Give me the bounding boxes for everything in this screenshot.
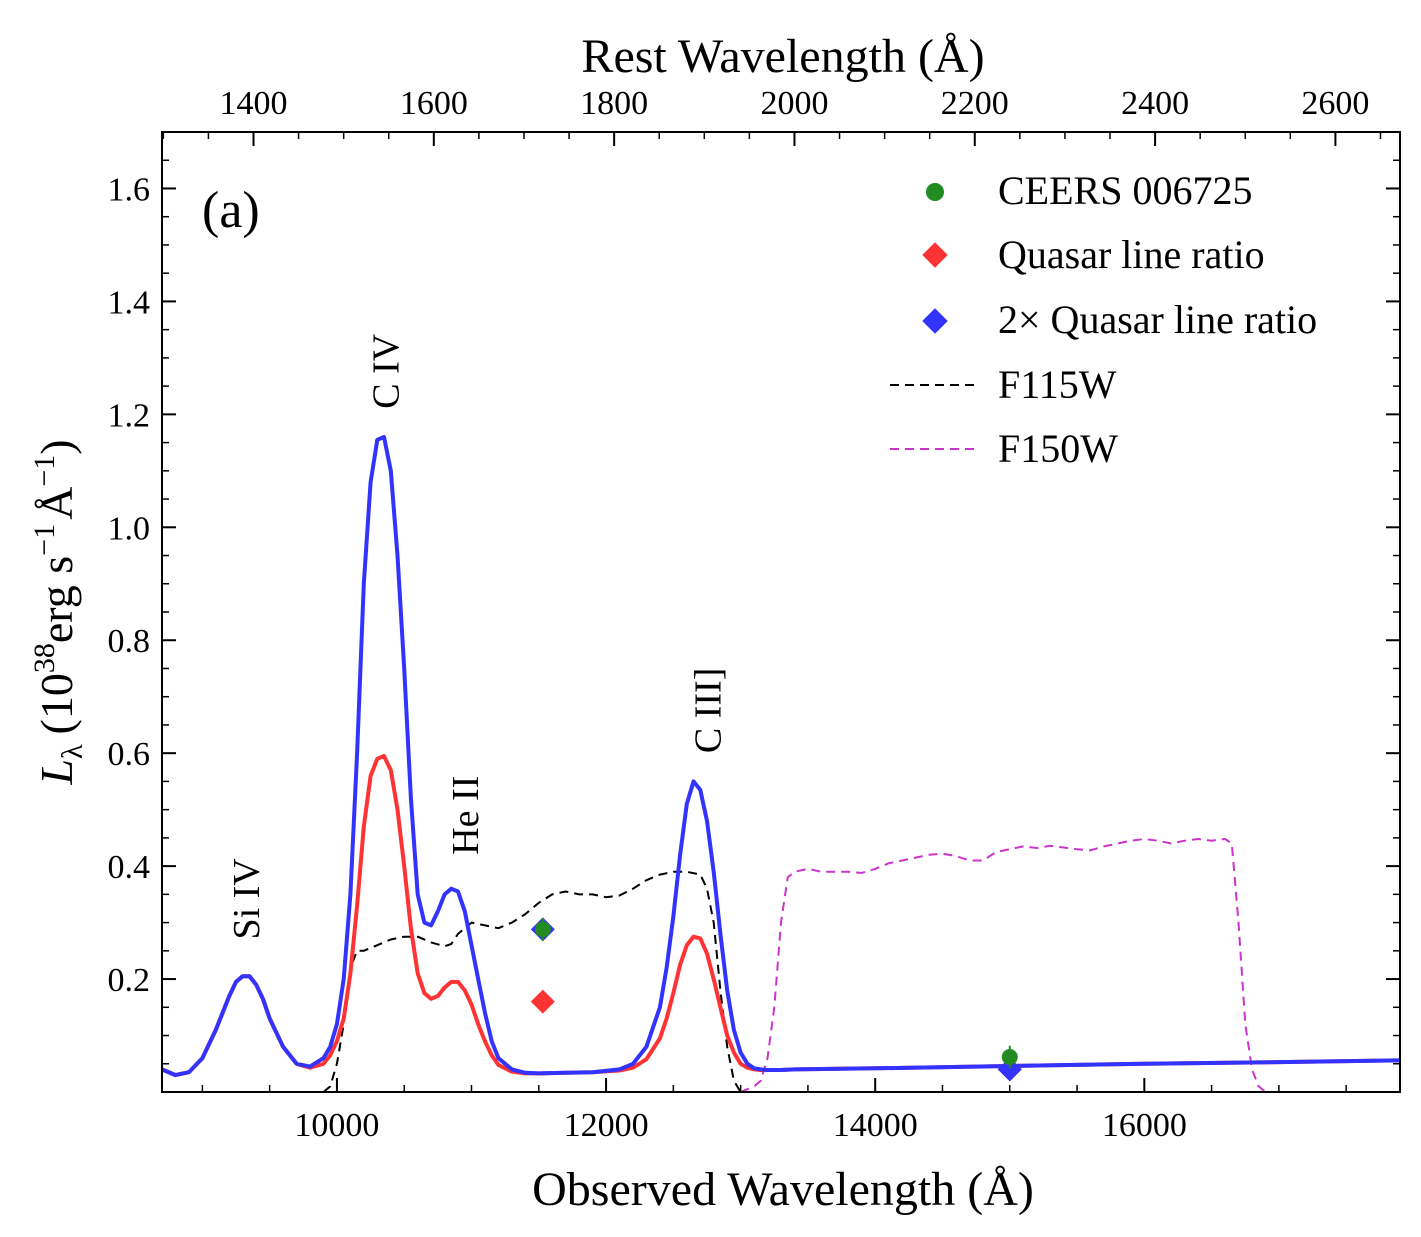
series-blue-model-line: [162, 434, 1400, 1078]
y-title-exp-s: −1: [28, 524, 61, 556]
legend-f115w-label: F115W: [998, 362, 1117, 407]
point-ceers: [534, 921, 551, 938]
points-layer: [530, 917, 1022, 1082]
legend-ceers-marker: [926, 183, 944, 201]
y-title-unit-open: (10: [31, 673, 82, 734]
emission-line-label: C III]: [687, 668, 729, 753]
plot-frame: [161, 131, 1401, 1093]
y-title-exp-angstrom: −1: [28, 455, 61, 487]
x-tick-label: 12000: [564, 1107, 649, 1144]
y-title-exponent: 38: [28, 643, 61, 673]
x-tick-label: 10000: [294, 1107, 379, 1144]
point-quasar: [530, 989, 555, 1014]
legend-quasar-marker: [922, 242, 948, 268]
x2-tick-label: 1600: [400, 85, 468, 122]
y-tick-label: 0.4: [108, 849, 151, 886]
y-title-symbol: L: [31, 759, 82, 786]
ticks-layer: 10000 12000 14000 16000 1400 1600 1800 2000 2200…: [108, 85, 1400, 1144]
y-tick-label: 0.2: [108, 962, 151, 999]
y-tick-label: 1.0: [108, 510, 151, 547]
x2-axis-title: Rest Wavelength (Å): [581, 30, 984, 83]
panel-label: (a): [202, 182, 260, 239]
x2-tick-label: 2400: [1121, 85, 1189, 122]
series-f150w-line: [740, 838, 1267, 1092]
y-title-unit-angstrom: Å: [31, 487, 82, 520]
series-f115w-line: [322, 870, 742, 1092]
labels-layer: Si IV C IV He II C III]: [226, 333, 730, 939]
y-tick-label: 1.6: [108, 171, 151, 208]
emission-line-label: C IV: [366, 333, 408, 409]
x2-tick-label: 2000: [760, 85, 828, 122]
point-quasar2x: [997, 1057, 1022, 1082]
y-title-unit-erg: erg s: [31, 556, 82, 643]
y-tick-label: 0.8: [108, 623, 151, 660]
y-title-subscript: λ: [56, 744, 89, 759]
legend-f150w-label: F150W: [998, 426, 1118, 471]
x2-tick-label: 1400: [220, 85, 288, 122]
x-axis-title: Observed Wavelength (Å): [532, 1163, 1034, 1216]
legend-quasar2x-label: 2× Quasar line ratio: [998, 297, 1317, 342]
legend-quasar-label: Quasar line ratio: [998, 232, 1265, 277]
x2-tick-label: 2600: [1301, 85, 1369, 122]
series-layer: [162, 434, 1400, 1092]
legend-quasar2x-marker: [922, 308, 948, 334]
x-tick-label: 16000: [1102, 1107, 1187, 1144]
emission-line-label: He II: [445, 776, 487, 855]
x-tick-label: 14000: [833, 1107, 918, 1144]
y-tick-label: 0.6: [108, 736, 151, 773]
x2-tick-label: 1800: [580, 85, 648, 122]
y-axis-title: Lλ(1038erg s−1Å−1): [28, 439, 89, 785]
x2-tick-label: 2200: [941, 85, 1009, 122]
point-ceers: [1001, 1048, 1018, 1065]
emission-line-label: Si IV: [226, 858, 268, 940]
y-title-unit-close: ): [31, 439, 82, 454]
y-tick-label: 1.2: [108, 397, 151, 434]
legend: CEERS 006725 Quasar line ratio 2× Quasar…: [890, 168, 1317, 471]
legend-ceers-label: CEERS 006725: [998, 168, 1252, 213]
y-tick-label: 1.4: [108, 284, 151, 321]
